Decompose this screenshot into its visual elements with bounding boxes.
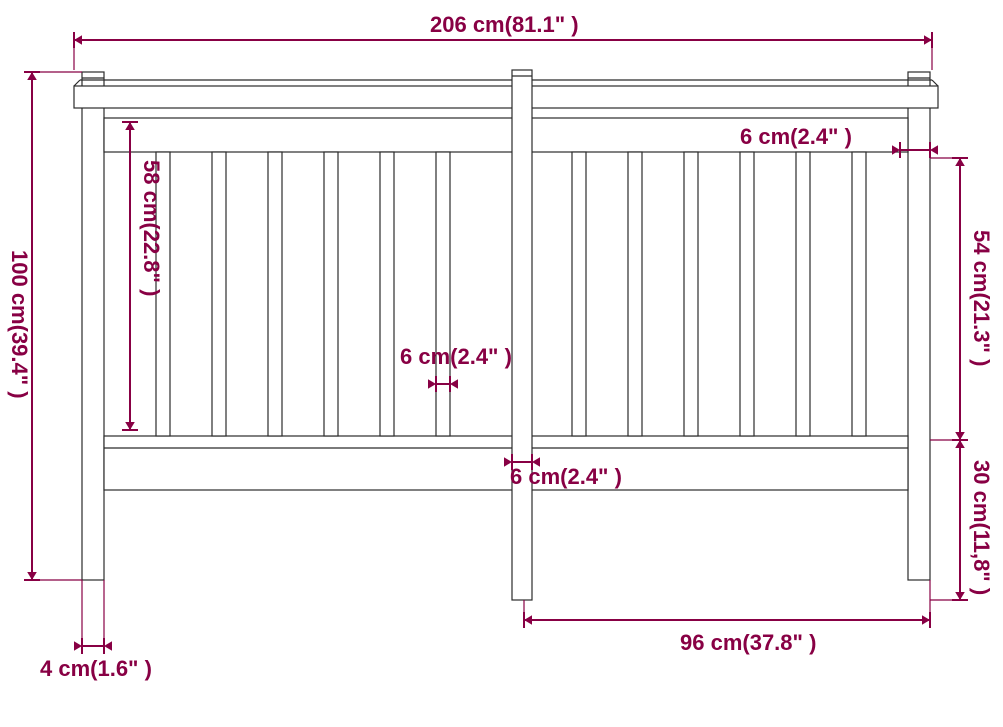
dim-label-right_54: 54 cm(21.3" ) [968,230,994,366]
dim-label-top_6: 6 cm(2.4" ) [740,124,852,150]
dim-label-right_30: 30 cm(11,8" ) [968,460,994,595]
dim-label-center_6: 6 cm(2.4" ) [510,464,622,490]
dim-label-inner_58: 58 cm(22.8" ) [138,160,164,296]
dim-label-depth_4: 4 cm(1.6" ) [40,656,152,682]
dim-label-bottom_96: 96 cm(37.8" ) [680,630,816,656]
dim-label-top_width: 206 cm(81.1" ) [430,12,579,38]
dim-label-slat_6: 6 cm(2.4" ) [400,344,512,370]
dim-label-left_height: 100 cm(39.4" ) [6,250,32,399]
